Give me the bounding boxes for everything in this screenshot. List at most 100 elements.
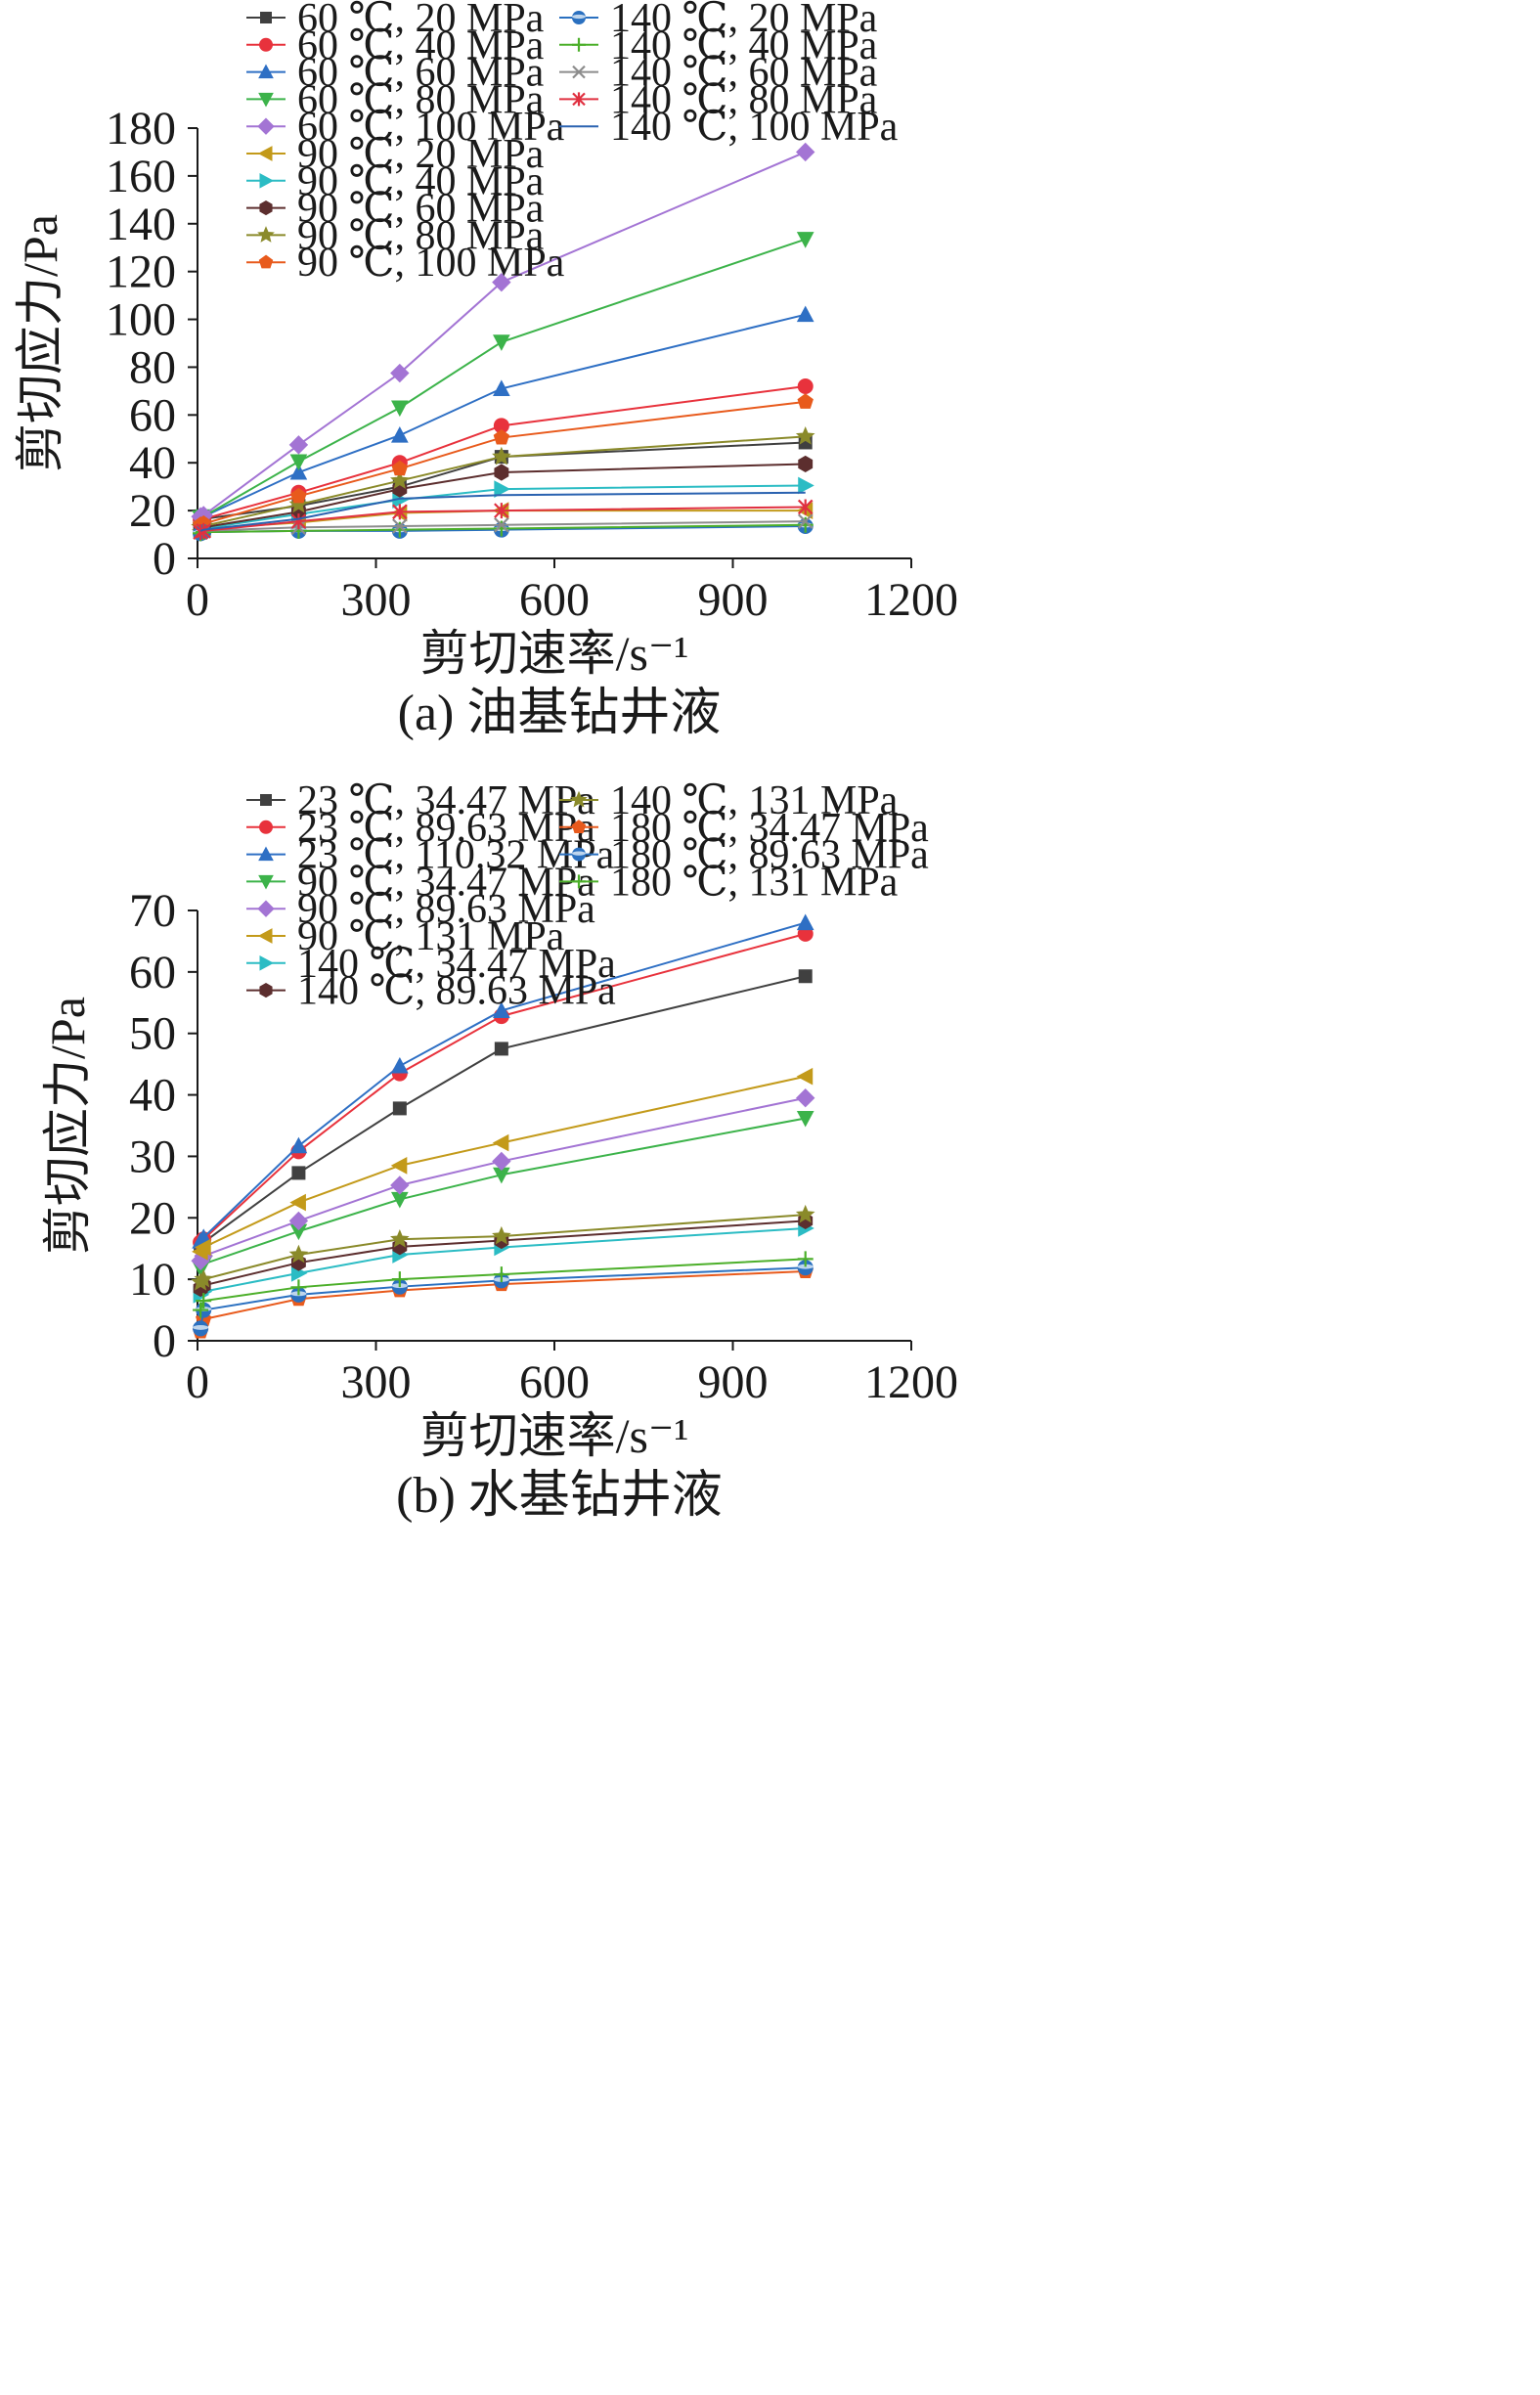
legend-item: 180 ℃, 89.63 MPa: [559, 833, 929, 878]
data-point: [196, 522, 211, 539]
legend-label: 140 ℃, 60 MPa: [610, 51, 878, 96]
data-point: [795, 1204, 815, 1223]
legend-item: 60 ℃, 100 MPa: [246, 105, 565, 150]
data-point: [795, 426, 815, 445]
legend-item: 90 ℃, 34.47 MPa: [246, 860, 595, 905]
legend-marker: [260, 794, 272, 806]
legend-marker: [257, 146, 273, 161]
data-point: [391, 400, 409, 418]
data-point: [290, 487, 307, 504]
legend-marker: [259, 37, 273, 52]
legend-item: 60 ℃, 40 MPa: [246, 23, 545, 68]
series-13: [193, 499, 814, 541]
legend-item: 90 ℃, 89.63 MPa: [246, 887, 595, 932]
x-tick-label: 1200: [864, 574, 958, 626]
legend-label: 90 ℃, 89.63 MPa: [297, 887, 595, 932]
legend-label: 90 ℃, 131 MPa: [297, 914, 565, 959]
legend-label: 90 ℃, 100 MPa: [297, 241, 565, 286]
legend-marker: [258, 254, 274, 269]
y-tick-label: 40: [129, 437, 176, 489]
legend-marker: [258, 874, 274, 890]
data-point: [391, 460, 409, 476]
y-tick-label: 160: [106, 151, 176, 202]
data-point: [494, 1042, 508, 1056]
legend-item: 90 ℃, 40 MPa: [246, 159, 545, 204]
y-axis-label: 剪切应力/Pa: [40, 997, 95, 1255]
series-10: [193, 1260, 814, 1337]
data-point: [492, 1151, 511, 1172]
data-point: [493, 1266, 509, 1283]
data-point: [492, 1225, 511, 1245]
data-point: [390, 1157, 408, 1175]
y-tick-label: 140: [106, 199, 176, 250]
series-14: [199, 491, 806, 532]
data-point: [797, 1251, 814, 1267]
data-point: [390, 363, 410, 383]
legend-label: 90 ℃, 80 MPa: [297, 213, 545, 258]
data-point: [494, 464, 509, 481]
panel-caption: (b) 水基钻井液: [396, 1468, 723, 1524]
data-point: [289, 1193, 306, 1212]
data-point: [796, 1067, 814, 1086]
y-tick-label: 20: [129, 485, 176, 537]
y-tick-label: 100: [106, 294, 176, 346]
legend-item: 140 ℃, 100 MPa: [559, 105, 899, 150]
legend-item: 90 ℃, 60 MPa: [246, 187, 545, 232]
y-tick-label: 60: [129, 947, 176, 998]
series-8: [191, 1204, 815, 1291]
data-point: [392, 1101, 407, 1116]
data-point: [798, 969, 813, 984]
data-point: [494, 503, 509, 519]
y-tick-label: 0: [153, 533, 176, 585]
data-point: [797, 513, 814, 529]
legend-item: 23 ℃, 34.47 MPa: [246, 778, 595, 823]
data-point: [288, 435, 309, 455]
y-tick-label: 20: [129, 1192, 176, 1244]
legend-label: 90 ℃, 60 MPa: [297, 187, 545, 232]
data-point: [797, 499, 814, 515]
x-tick-label: 1200: [864, 1356, 958, 1408]
data-point: [290, 1279, 307, 1296]
x-axis-label: 剪切速率/s⁻¹: [420, 1408, 689, 1463]
data-point: [391, 521, 408, 538]
legend-item: 180 ℃, 131 MPa: [559, 860, 899, 905]
data-point: [392, 504, 408, 520]
x-tick-label: 900: [698, 574, 769, 626]
legend-label: 60 ℃, 80 MPa: [297, 77, 545, 122]
data-point: [493, 379, 510, 396]
data-point: [290, 513, 307, 530]
data-point: [288, 1211, 309, 1231]
legend-marker: [257, 226, 275, 243]
data-point: [193, 1302, 209, 1318]
y-tick-label: 120: [106, 246, 176, 298]
y-tick-label: 50: [129, 1008, 176, 1060]
series-11: [193, 1251, 814, 1318]
legend-marker: [257, 900, 275, 917]
data-point: [797, 516, 814, 533]
data-point: [493, 1001, 510, 1018]
x-tick-label: 0: [186, 1356, 209, 1408]
data-point: [391, 426, 409, 443]
data-point: [289, 463, 308, 480]
data-point: [493, 334, 510, 351]
x-tick-label: 600: [519, 1356, 590, 1408]
legend-marker: [572, 874, 586, 889]
data-point: [194, 1268, 214, 1288]
legend-item: 90 ℃, 100 MPa: [246, 241, 565, 286]
legend-label: 140 ℃, 131 MPa: [610, 778, 899, 823]
data-point: [797, 393, 814, 409]
y-tick-label: 60: [129, 389, 176, 441]
data-point: [391, 1056, 409, 1074]
legend-marker: [259, 983, 273, 998]
data-point: [390, 470, 410, 489]
legend-item: 23 ℃, 89.63 MPa: [246, 806, 595, 851]
legend-marker: [257, 117, 275, 135]
legend-marker: [259, 820, 273, 834]
series-5: [192, 1067, 814, 1261]
series-line: [199, 491, 806, 532]
legend-marker: [260, 12, 272, 23]
data-point: [493, 418, 509, 434]
legend-item: 90 ℃, 131 MPa: [246, 914, 565, 959]
